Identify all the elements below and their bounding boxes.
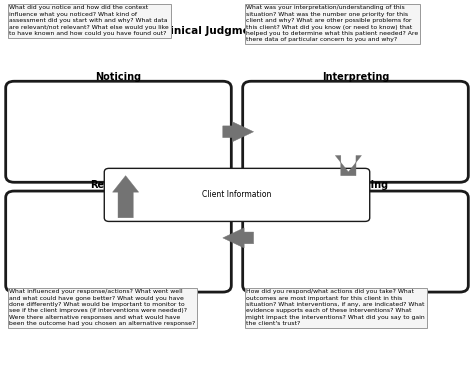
Polygon shape — [223, 228, 254, 248]
FancyBboxPatch shape — [6, 191, 231, 292]
FancyBboxPatch shape — [6, 81, 231, 182]
Text: Tanner's Clinical Judgment Model Worksheet: Tanner's Clinical Judgment Model Workshe… — [106, 26, 368, 36]
Text: Noticing: Noticing — [95, 72, 142, 82]
FancyBboxPatch shape — [243, 191, 468, 292]
Text: What influenced your response/actions? What went well
and what could have gone b: What influenced your response/actions? W… — [9, 289, 196, 326]
Polygon shape — [336, 156, 361, 176]
Text: What was your interpretation/understanding of this
situation? What was the numbe: What was your interpretation/understandi… — [246, 5, 419, 42]
Text: How did you respond/what actions did you take? What
outcomes are most important : How did you respond/what actions did you… — [246, 289, 425, 326]
Text: What did you notice and how did the context
influence what you noticed? What kin: What did you notice and how did the cont… — [9, 5, 169, 36]
Text: Client Information: Client Information — [202, 190, 272, 199]
FancyBboxPatch shape — [243, 81, 468, 182]
Polygon shape — [223, 122, 254, 142]
Text: Reflecting: Reflecting — [91, 180, 146, 190]
Text: Responding: Responding — [323, 180, 388, 190]
Polygon shape — [113, 176, 138, 218]
Text: Interpreting: Interpreting — [322, 72, 389, 82]
FancyBboxPatch shape — [104, 168, 370, 221]
